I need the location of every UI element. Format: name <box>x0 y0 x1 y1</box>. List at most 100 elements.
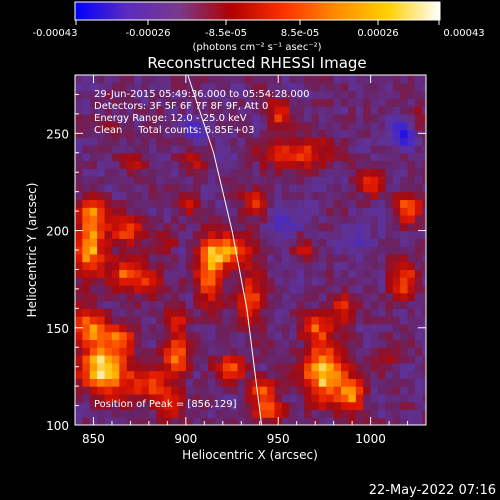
heatmap-cell <box>193 292 202 302</box>
heatmap-cell <box>134 347 143 356</box>
heatmap-cell <box>400 75 409 84</box>
heatmap-cell <box>134 316 143 325</box>
heatmap-cell <box>385 362 394 372</box>
heatmap-cell <box>163 82 172 92</box>
heatmap-cell <box>341 261 350 271</box>
heatmap-cell <box>333 191 342 201</box>
heatmap-cell <box>126 222 135 232</box>
heatmap-cell <box>363 316 372 325</box>
heatmap-cell <box>156 308 165 317</box>
heatmap-cell <box>244 82 253 92</box>
heatmap-cell <box>333 222 342 232</box>
heatmap-cell <box>252 137 261 146</box>
heatmap-cell <box>422 253 426 263</box>
heatmap-cell <box>385 269 394 278</box>
heatmap-cell <box>377 355 386 364</box>
heatmap-cell <box>200 90 209 99</box>
heatmap-cell <box>370 292 379 302</box>
heatmap-cell <box>104 168 113 177</box>
heatmap-cell <box>237 393 246 403</box>
heatmap-cell <box>311 129 320 138</box>
heatmap-cell <box>208 269 216 278</box>
heatmap-cell <box>119 152 128 162</box>
heatmap-cell <box>134 191 143 201</box>
heatmap-cell <box>385 90 394 99</box>
heatmap-cell <box>134 269 143 278</box>
heatmap-cell <box>259 207 268 216</box>
heatmap-cell <box>148 417 157 425</box>
heatmap-cell <box>244 113 253 123</box>
heatmap-cell <box>259 191 268 201</box>
heatmap-cell <box>281 137 290 146</box>
heatmap-cell <box>281 98 290 107</box>
heatmap-cell <box>208 113 216 123</box>
heatmap-cell <box>89 238 98 247</box>
heatmap-cell <box>259 215 268 224</box>
heatmap-cell <box>414 191 423 201</box>
heatmap-cell <box>75 230 83 239</box>
heatmap-cell <box>171 106 180 115</box>
heatmap-cell <box>385 168 394 177</box>
heatmap-cell <box>193 152 202 162</box>
heatmap-cell <box>171 207 180 216</box>
heatmap-cell <box>156 238 165 247</box>
heatmap-cell <box>370 285 379 294</box>
heatmap-cell <box>208 82 216 92</box>
heatmap-cell <box>341 121 350 131</box>
heatmap-cell <box>237 386 246 395</box>
heatmap-cell <box>289 168 298 177</box>
heatmap-cell <box>370 183 379 193</box>
heatmap-cell <box>89 292 98 302</box>
heatmap-cell <box>111 246 120 255</box>
heatmap-cell <box>208 277 216 286</box>
heatmap-cell <box>178 207 187 216</box>
heatmap-cell <box>392 285 401 294</box>
heatmap-cell <box>148 331 157 341</box>
heatmap-cell <box>171 331 180 341</box>
heatmap-cell <box>363 308 372 317</box>
heatmap-cell <box>267 129 276 138</box>
heatmap-cell <box>126 285 135 294</box>
heatmap-cell <box>185 106 194 115</box>
heatmap-cell <box>392 347 401 356</box>
heatmap-cell <box>111 347 120 356</box>
heatmap-cell <box>171 75 180 84</box>
heatmap-cell <box>178 238 187 247</box>
heatmap-cell <box>407 137 416 146</box>
heatmap-cell <box>311 285 320 294</box>
y-axis-title: Heliocentric Y (arcsec) <box>25 183 39 318</box>
heatmap-cell <box>193 323 202 333</box>
heatmap-cell <box>296 362 305 372</box>
heatmap-cell <box>215 121 224 131</box>
heatmap-cell <box>111 98 120 107</box>
heatmap-cell <box>348 168 357 177</box>
heatmap-cell <box>237 82 246 92</box>
heatmap-cell <box>377 386 386 395</box>
heatmap-cell <box>111 316 120 325</box>
heatmap-cell <box>171 183 180 193</box>
heatmap-cell <box>134 378 143 387</box>
heatmap-cell <box>89 191 98 201</box>
heatmap-cell <box>333 362 342 372</box>
heatmap-cell <box>392 106 401 115</box>
heatmap-cell <box>119 176 128 185</box>
heatmap-cell <box>156 121 165 131</box>
heatmap-cell <box>385 347 394 356</box>
heatmap-cell <box>267 113 276 123</box>
heatmap-cell <box>178 300 187 309</box>
heatmap-cell <box>193 417 202 425</box>
heatmap-cell <box>289 238 298 247</box>
heatmap-cell <box>333 269 342 278</box>
heatmap-cell <box>392 98 401 107</box>
heatmap-cell <box>215 378 224 387</box>
heatmap-cell <box>134 82 143 92</box>
heatmap-cell <box>341 253 350 263</box>
heatmap-cell <box>111 331 120 341</box>
heatmap-cell <box>178 253 187 263</box>
heatmap-cell <box>141 222 150 232</box>
heatmap-cell <box>348 246 357 255</box>
heatmap-cell <box>237 292 246 302</box>
heatmap-cell <box>274 145 283 154</box>
heatmap-cell <box>97 417 106 425</box>
heatmap-cell <box>104 401 113 411</box>
